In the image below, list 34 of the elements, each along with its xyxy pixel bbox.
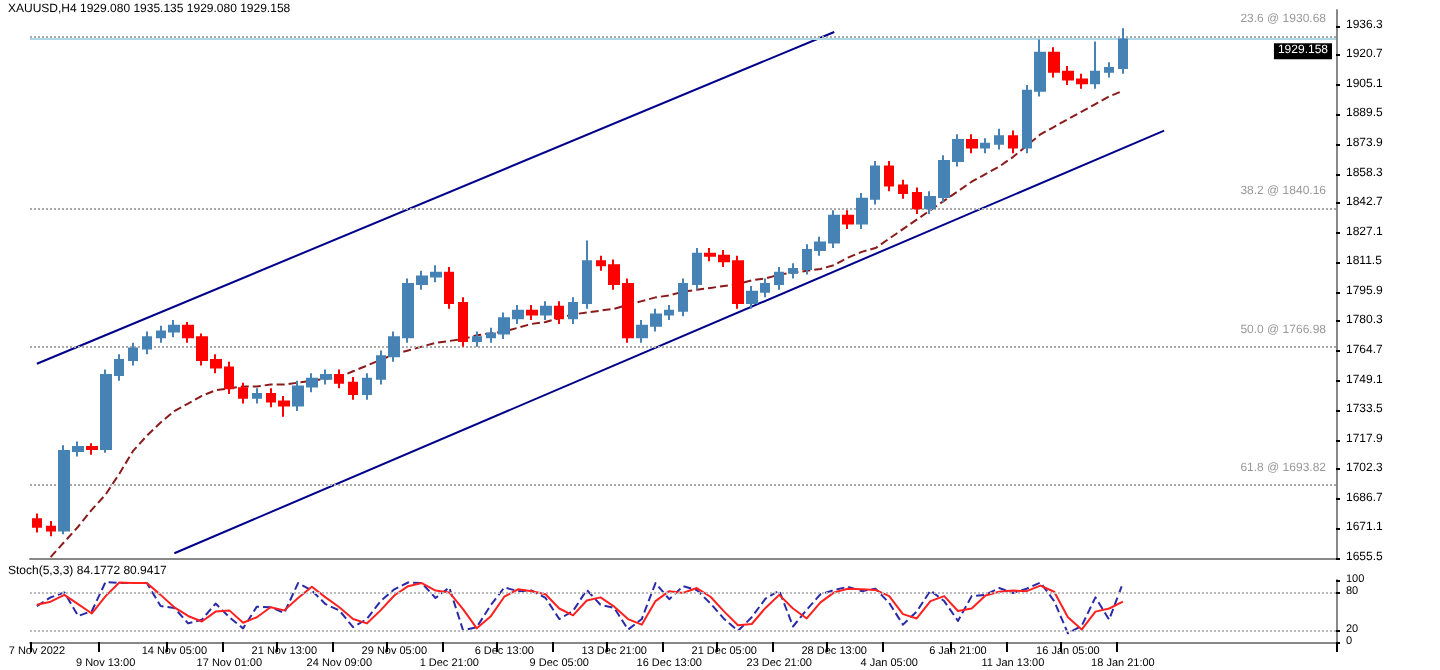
candlestick xyxy=(966,133,978,155)
candlestick xyxy=(554,300,564,325)
candlestick xyxy=(142,330,152,356)
candlestick xyxy=(1118,27,1128,75)
candlestick xyxy=(788,262,798,280)
candlestick xyxy=(348,375,358,401)
candlestick xyxy=(128,341,138,367)
candlestick xyxy=(980,137,990,155)
candlestick xyxy=(86,442,98,456)
candlestick xyxy=(912,186,922,215)
candlestick xyxy=(1008,129,1018,155)
candlestick xyxy=(1104,61,1114,79)
candlestick xyxy=(46,520,56,538)
candlestick xyxy=(582,239,592,310)
candlestick xyxy=(238,381,248,405)
candlestick xyxy=(678,277,688,318)
candlestick xyxy=(252,387,262,405)
candlestick xyxy=(842,209,854,231)
candlestick xyxy=(774,266,784,291)
candlestick xyxy=(994,127,1004,151)
candlestick xyxy=(458,296,468,348)
candlestick xyxy=(1090,40,1100,90)
candlestick xyxy=(884,159,894,193)
candlestick xyxy=(472,330,482,348)
candlestick xyxy=(568,296,578,325)
line-series xyxy=(49,89,1124,559)
candlestick xyxy=(362,372,372,401)
candlestick xyxy=(444,266,454,310)
candlestick xyxy=(540,300,552,322)
candlestick xyxy=(898,178,908,200)
candlestick xyxy=(334,368,344,390)
candlestick xyxy=(32,512,42,534)
candlestick xyxy=(526,303,538,322)
candlestick xyxy=(692,247,702,291)
